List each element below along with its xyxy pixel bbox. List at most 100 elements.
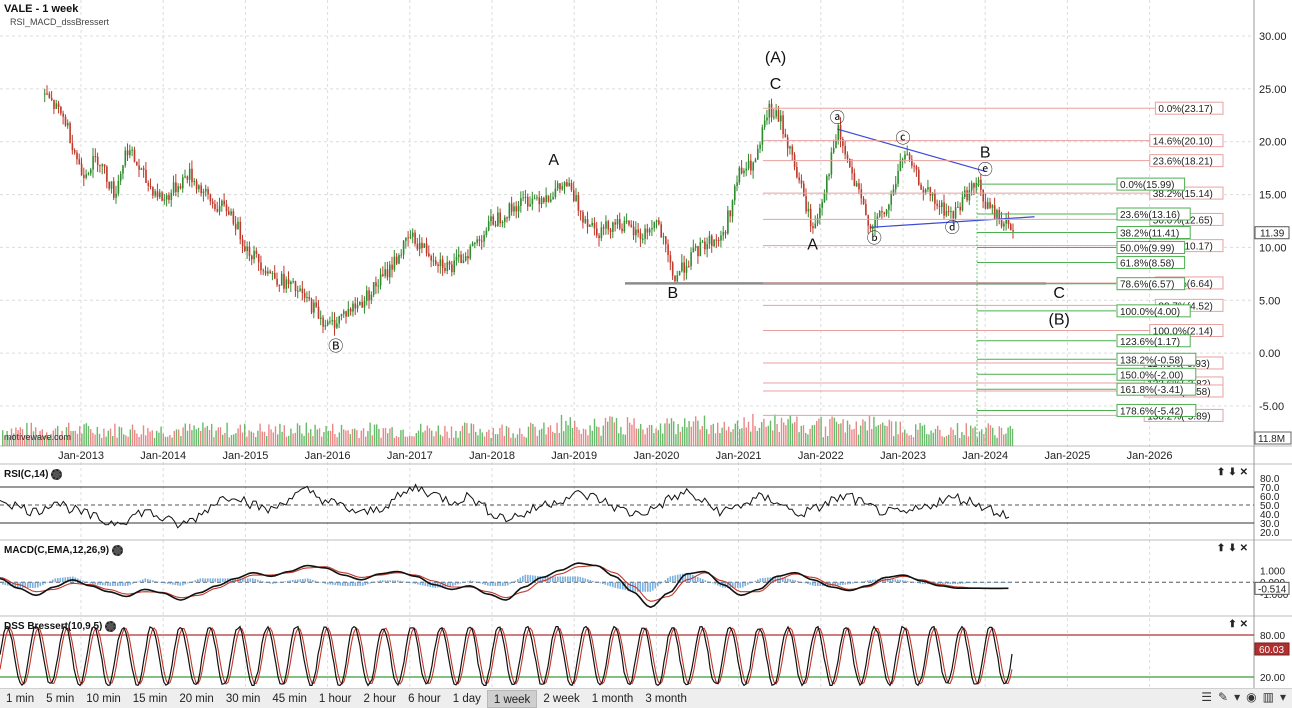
volume-bar: [776, 424, 778, 446]
volume-bar: [94, 434, 96, 446]
candle-body: [619, 218, 621, 229]
macd-histogram-bar: [857, 582, 859, 583]
move-down-icon[interactable]: ⬇: [1228, 467, 1237, 478]
close-icon[interactable]: ✕: [1239, 543, 1248, 554]
volume-bar: [882, 422, 884, 446]
dropdown-icon[interactable]: ▾: [1279, 690, 1286, 704]
macd-histogram-bar: [632, 582, 634, 592]
fib-label: 23.6%(18.21): [1153, 157, 1213, 168]
candle-body: [474, 242, 476, 244]
volume-bar: [492, 428, 494, 446]
timeframe-5min[interactable]: 5 min: [46, 692, 75, 705]
gear-icon[interactable]: [51, 469, 63, 480]
candle-body: [699, 241, 702, 257]
volume-bar: [538, 429, 541, 446]
volume-bar: [783, 422, 785, 446]
list-icon[interactable]: ☰: [1201, 690, 1213, 704]
macd-histogram-bar: [534, 575, 537, 583]
close-icon[interactable]: ✕: [1239, 619, 1248, 630]
draw-icon[interactable]: ✎: [1218, 690, 1229, 704]
candle-body: [230, 211, 232, 215]
timeframe-20min[interactable]: 20 min: [179, 692, 214, 705]
gear-icon[interactable]: [105, 621, 117, 632]
macd-histogram-bar: [972, 582, 974, 583]
gear-icon[interactable]: [112, 545, 124, 556]
macd-histogram-bar: [614, 582, 617, 588]
volume-bar: [389, 428, 391, 446]
candle-body: [563, 182, 566, 187]
macd-histogram-bar: [734, 582, 737, 588]
volume-bar: [428, 428, 431, 446]
macd-histogram-bar: [517, 579, 519, 583]
macd-histogram-bar: [799, 581, 802, 583]
volume-bar: [811, 425, 813, 446]
timeframe-1month[interactable]: 1 month: [591, 692, 634, 705]
dss-pane-title[interactable]: DSS Bressert(10,9,5): [4, 621, 117, 632]
timeframe-10min[interactable]: 10 min: [86, 692, 121, 705]
macd-histogram-bar: [269, 582, 272, 584]
bars-icon[interactable]: ▥: [1262, 690, 1274, 704]
macd-histogram-bar: [519, 577, 522, 583]
macd-histogram-bar: [584, 578, 587, 583]
macd-pane-title[interactable]: MACD(C,EMA,12,26,9): [4, 545, 124, 556]
volume-bar: [244, 423, 246, 446]
move-up-icon[interactable]: ⬆: [1216, 543, 1226, 554]
move-down-icon[interactable]: ⬇: [1228, 543, 1237, 554]
macd-histogram-bar: [602, 582, 604, 584]
candle-body: [44, 93, 46, 95]
macd-histogram-bar: [357, 582, 359, 587]
volume-bar: [818, 418, 820, 446]
rsi-pane-title[interactable]: RSI(C,14): [4, 469, 63, 480]
fib-label-box: [1116, 255, 1186, 269]
candle-body: [842, 139, 844, 146]
timeframe-2week[interactable]: 2 week: [543, 692, 580, 705]
timeframe-2hour[interactable]: 2 hour: [363, 692, 397, 705]
timeframe-1hour[interactable]: 1 hour: [318, 692, 352, 705]
volume-bar: [816, 420, 818, 446]
move-up-icon[interactable]: ⬆: [1216, 467, 1226, 478]
candle-body: [720, 235, 722, 241]
volume-bar: [43, 435, 46, 446]
volume-bar: [387, 433, 389, 446]
fib-label-box: [1116, 241, 1186, 255]
candle-body: [1010, 224, 1012, 231]
candle-body: [96, 156, 99, 166]
candle-body: [669, 255, 672, 263]
timeframe-3month[interactable]: 3 month: [645, 692, 687, 705]
fib-label: 138.2%(-0.58): [1120, 355, 1183, 366]
timeframe-45min[interactable]: 45 min: [272, 692, 307, 705]
candle-body: [294, 281, 297, 292]
macd-histogram-bar: [809, 582, 812, 585]
timeframe-1min[interactable]: 1 min: [6, 692, 35, 705]
timeframe-15min[interactable]: 15 min: [132, 692, 168, 705]
timeframe-6hour[interactable]: 6 hour: [408, 692, 441, 705]
eye-icon[interactable]: ◉: [1246, 690, 1257, 704]
candle-body: [142, 168, 145, 170]
candle-body: [101, 164, 104, 167]
macd-histogram-bar: [714, 582, 717, 585]
candle-body: [683, 262, 686, 273]
dss-line: [0, 625, 1013, 687]
volume-bar: [657, 430, 659, 446]
macd-histogram-bar: [904, 580, 907, 583]
macd-histogram-bar: [867, 580, 869, 583]
volume-bar: [437, 425, 439, 446]
timeframe-30min[interactable]: 30 min: [225, 692, 261, 705]
move-up-icon[interactable]: ⬆: [1228, 619, 1237, 630]
volume-bar: [675, 434, 677, 446]
fib-label: 78.6%(6.64): [1158, 279, 1212, 290]
dropdown-icon[interactable]: ▾: [1234, 690, 1241, 704]
macd-histogram-bar: [717, 582, 719, 586]
timeframe-1week[interactable]: 1 week: [486, 689, 538, 708]
candle-body: [614, 222, 617, 225]
candle-body: [87, 173, 90, 175]
close-icon[interactable]: ✕: [1239, 467, 1248, 478]
macd-histogram-bar: [462, 582, 464, 583]
candle-body: [163, 199, 166, 201]
candle-body: [970, 183, 973, 191]
timeframe-1day[interactable]: 1 day: [452, 692, 481, 705]
volume-bar: [332, 423, 334, 446]
macd-histogram-bar: [294, 579, 297, 583]
volume-bar: [305, 422, 307, 446]
macd-histogram-bar: [332, 582, 334, 585]
